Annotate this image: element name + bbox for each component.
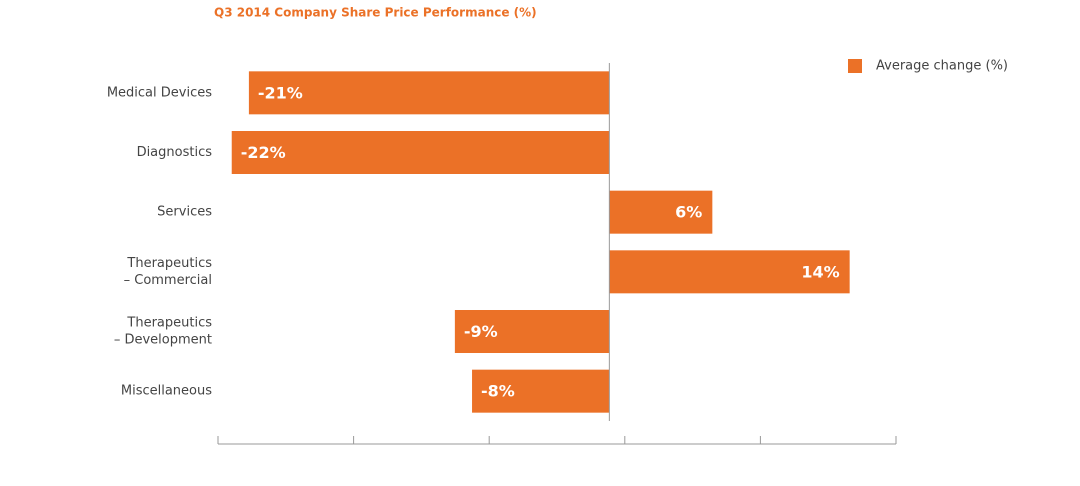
y-tick-label: Medical Devices [107,85,212,100]
bar [472,369,610,413]
chart-title: Q3 2014 Company Share Price Performance … [214,6,537,20]
value-label: -9% [464,322,498,341]
y-tick-label: – Commercial [124,273,212,288]
bar [609,250,850,294]
bar [231,131,610,174]
y-tick-label: Miscellaneous [121,384,212,399]
y-tick-label: Therapeutics [126,316,212,331]
legend-swatch [848,59,862,73]
value-label: -21% [258,83,303,102]
bar [248,71,610,115]
value-label: 14% [801,262,839,281]
value-label: -8% [481,382,515,401]
legend-label: Average change (%) [876,59,1008,74]
y-tick-label: Diagnostics [137,145,213,160]
value-label: 6% [675,203,702,222]
y-tick-label: Services [157,205,212,220]
y-tick-label: – Development [114,333,212,348]
y-tick-label: Therapeutics [126,256,212,271]
bar [454,310,610,353]
bar [609,190,713,234]
value-label: -22% [241,143,286,162]
